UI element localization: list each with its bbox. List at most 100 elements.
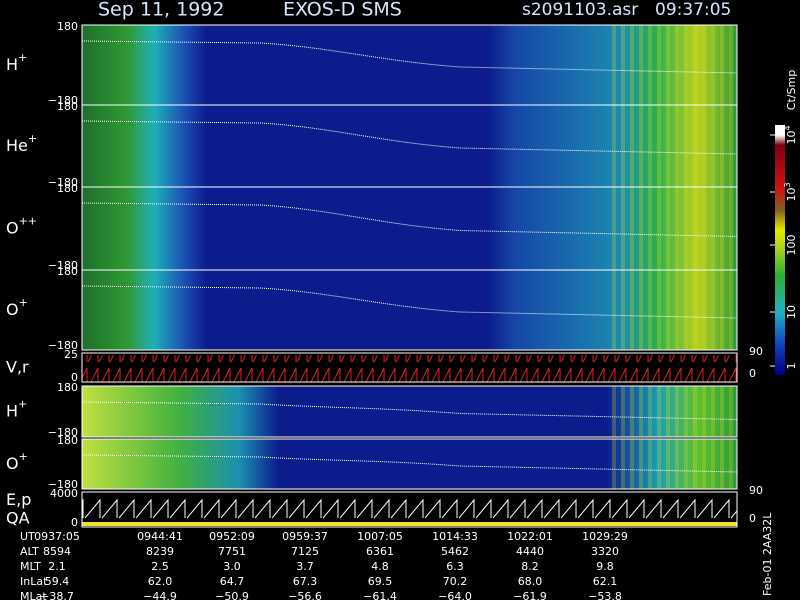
footer-row-label: InLat	[20, 575, 48, 588]
label-text: He	[6, 136, 28, 155]
footer-value: 1014:33	[432, 530, 478, 543]
plots: H+180−180He+180−180O++180−180O+180−180V,…	[6, 20, 763, 529]
colorbar-unit: Ct/Smp	[785, 70, 798, 110]
footer-value: 7751	[218, 545, 246, 558]
y-tick-label: 180	[57, 20, 78, 33]
footer-value: 7125	[291, 545, 319, 558]
tick-sup: 4	[783, 125, 792, 130]
colorbar-tick-label: 1	[785, 363, 798, 370]
label-sup: +	[19, 450, 28, 463]
footer-value: −61.4	[363, 590, 397, 600]
footer-value: 62.0	[148, 575, 173, 588]
tick-base: 1	[785, 363, 798, 370]
date: Sep 11, 1992	[98, 0, 224, 21]
panel-label: H+	[6, 398, 27, 421]
y-tick-label: −180	[48, 176, 78, 189]
colorbar	[775, 125, 785, 375]
y2-tick-label: 0	[749, 512, 756, 525]
footer-value: 0944:41	[137, 530, 183, 543]
start-time: 09:37:05	[655, 0, 731, 20]
footer-value: 2.1	[48, 560, 66, 573]
footer-value: −56.6	[288, 590, 322, 600]
y2-tick-label: 0	[749, 367, 756, 380]
panel-frame	[81, 491, 738, 528]
qa-bar	[82, 522, 737, 526]
footer-value: 1022:01	[507, 530, 553, 543]
footer-value: 3320	[591, 545, 619, 558]
footer-value: −50.9	[215, 590, 249, 600]
y-tick-label: 25	[64, 348, 78, 361]
panel-label-2: QA	[6, 509, 30, 528]
y-tick-label: −180	[48, 339, 78, 352]
panel-label: O+	[6, 296, 28, 319]
tick-base: 10	[785, 131, 798, 145]
footer-value: 9.8	[596, 560, 614, 573]
label-text: O	[6, 300, 19, 319]
footer-value: 69.5	[368, 575, 393, 588]
label-sup: ++	[19, 215, 37, 228]
footer-row-label: ALT	[20, 545, 39, 558]
y-tick-label: −180	[48, 426, 78, 439]
footer-value: 59.4	[45, 575, 70, 588]
footer-value: 8.2	[521, 560, 539, 573]
panel-label: E,p	[6, 490, 31, 509]
footer-value: 68.0	[518, 575, 543, 588]
pitch-angle-trace	[81, 285, 738, 319]
spectrogram-stripes	[610, 105, 737, 187]
y-tick-label: 180	[57, 265, 78, 278]
tick-base: 100	[785, 235, 798, 256]
label-text: H	[6, 401, 18, 420]
footer-value: 4440	[516, 545, 544, 558]
spectrogram-stripes	[610, 270, 737, 350]
side-note: Feb-01 2AA32L	[761, 512, 774, 596]
colorbar-tick-label: 100	[785, 235, 798, 256]
footer-value: 3.0	[223, 560, 241, 573]
footer-value: 64.7	[220, 575, 245, 588]
label-text: H	[6, 55, 18, 74]
footer-value: 2.5	[151, 560, 169, 573]
vr-trace	[82, 355, 737, 382]
footer-value: 6361	[366, 545, 394, 558]
y-tick-label: 180	[57, 381, 78, 394]
y-tick-label: 180	[57, 434, 78, 447]
panel-label: O+	[6, 450, 28, 473]
y-tick-label: 0	[71, 516, 78, 529]
footer: UT 0937:05 0944:41 0952:09 0959:37 1007:05 101…	[20, 530, 628, 600]
panel-frame	[81, 385, 738, 438]
footer-row-label: MLT	[20, 560, 41, 573]
footer-value: −44.9	[143, 590, 177, 600]
y-tick-label: −180	[48, 478, 78, 491]
panel-label: He+	[6, 132, 37, 155]
footer-value: 0959:37	[282, 530, 328, 543]
footer-value: 8594	[43, 545, 71, 558]
y-tick-label: 4000	[50, 487, 78, 500]
tick-base: 10	[785, 305, 798, 319]
footer-value: 6.3	[446, 560, 464, 573]
panel-label: V,r	[6, 357, 29, 376]
colorbar-tick-label: 10	[785, 305, 798, 319]
panel-frame	[81, 352, 738, 383]
footer-value: 1007:05	[357, 530, 403, 543]
pitch-angle-trace	[81, 40, 738, 74]
footer-value: 1029:29	[582, 530, 628, 543]
tick-base: 10	[785, 188, 798, 202]
instrument: EXOS-D SMS	[283, 0, 402, 21]
y2-tick-label: 90	[749, 484, 763, 497]
y2-tick-label: 90	[749, 345, 763, 358]
footer-value: 70.2	[443, 575, 468, 588]
colorbar-tick-label: 103	[783, 182, 799, 201]
panel-label: O++	[6, 215, 37, 238]
footer-value: 3.7	[296, 560, 314, 573]
label-sup: +	[28, 132, 37, 145]
footer-value: 0937:05	[34, 530, 80, 543]
footer-value: 4.8	[371, 560, 389, 573]
panel-label: H+	[6, 51, 27, 74]
label-sup: +	[18, 398, 27, 411]
y-tick-label: 180	[57, 100, 78, 113]
footer-value: −38.7	[40, 590, 74, 600]
pitch-angle-trace	[81, 454, 738, 473]
footer-value: 0952:09	[209, 530, 255, 543]
label-sup: +	[19, 296, 28, 309]
